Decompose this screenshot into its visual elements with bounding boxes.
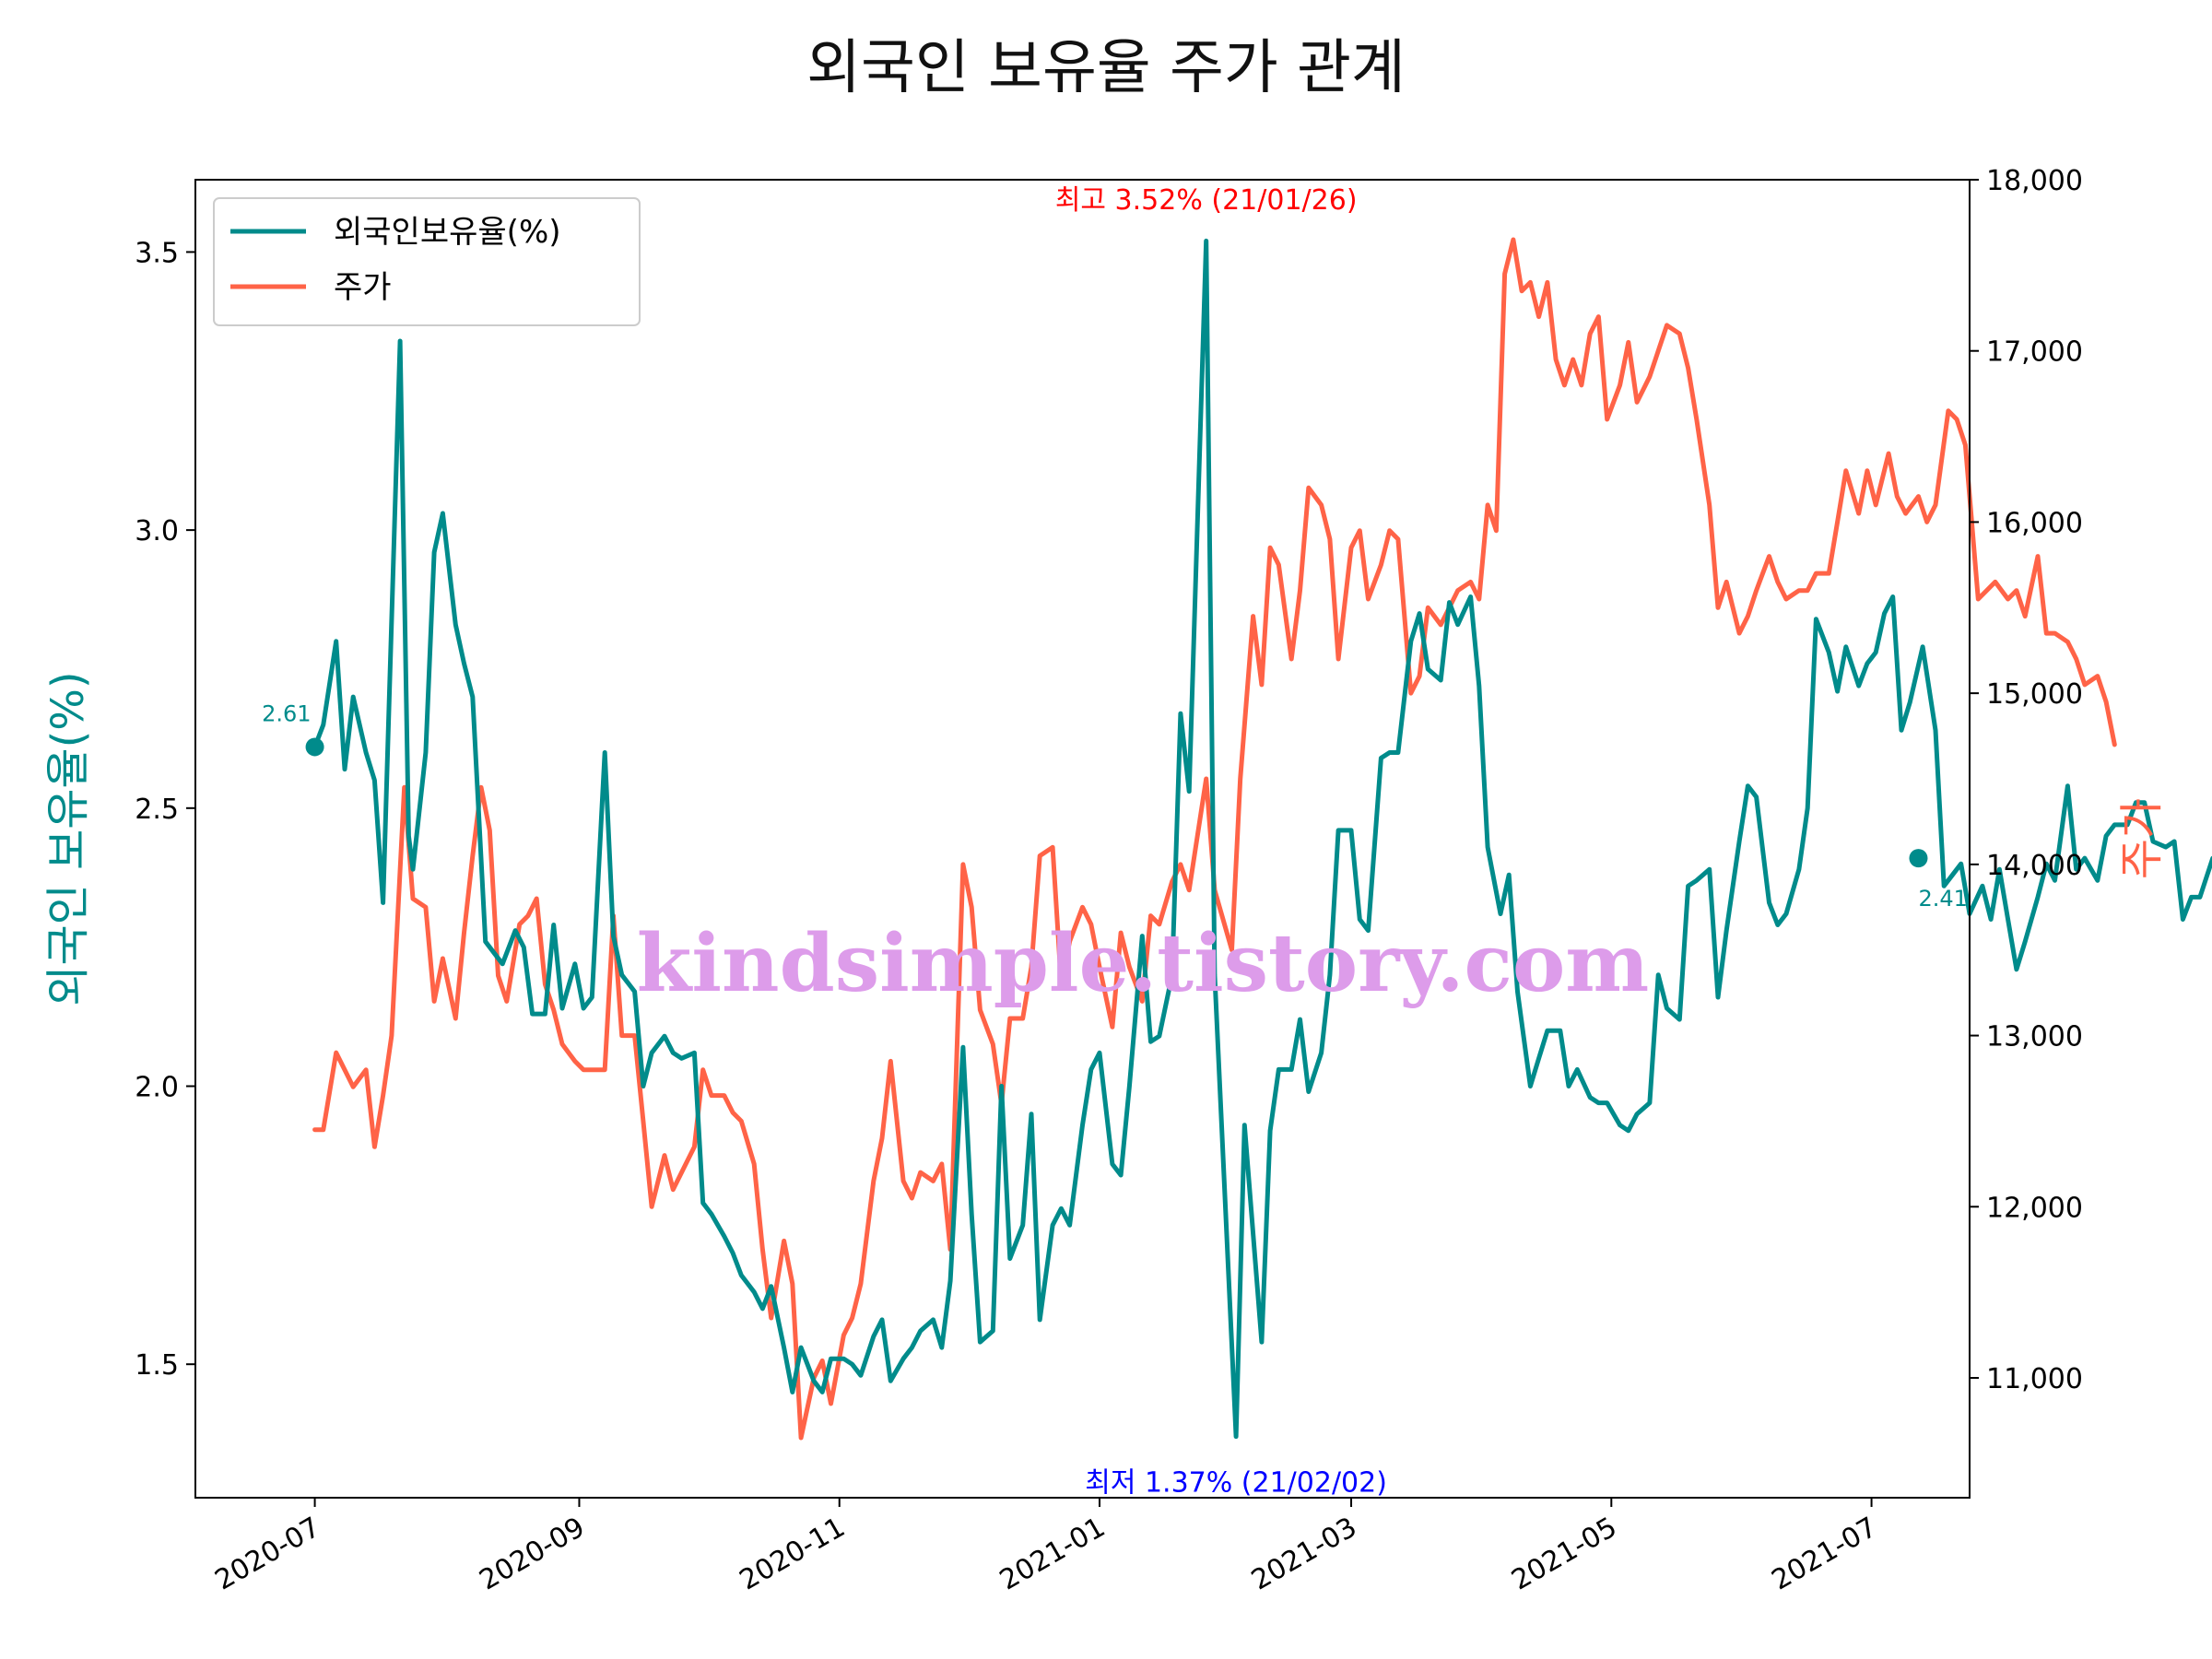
y-right-tick-label: 12,000 <box>1986 1192 2083 1224</box>
x-tick-label: 2021-01 <box>994 1512 1111 1597</box>
y-right-tick-label: 16,000 <box>1986 507 2083 539</box>
annotation-layer: 최고 3.52% (21/01/26) 최저 1.37% (21/02/02) 2.… <box>262 184 1968 1500</box>
x-tick-label: 2020-07 <box>210 1512 326 1597</box>
end-value-label: 2.41 <box>1918 886 1967 912</box>
start-value-label: 2.61 <box>262 700 311 726</box>
legend-label-foreign: 외국인보유율(%) <box>334 214 561 251</box>
y-left-tick-label: 1.5 <box>135 1349 179 1382</box>
start-point-marker <box>305 737 324 757</box>
x-tick-label: 2021-07 <box>1767 1512 1883 1597</box>
end-point-marker <box>1909 849 1928 868</box>
chart-title: 외국인 보유율 주가 관계 <box>806 34 1406 102</box>
y-axis-left-label: 외국인 보유율(%) <box>42 671 94 1006</box>
max-annotation: 최고 3.52% (21/01/26) <box>1055 184 1358 217</box>
legend: 외국인보유율(%) 주가 <box>213 197 641 326</box>
y-right-tick-label: 17,000 <box>1986 336 2083 369</box>
y-right-tick-label: 11,000 <box>1986 1363 2083 1395</box>
y-right-tick-label: 18,000 <box>1986 165 2083 197</box>
series-layer <box>312 237 2212 1441</box>
min-annotation: 최저 1.37% (21/02/02) <box>1085 1467 1387 1500</box>
ticks-layer: 2020-07 2020-09 2020-11 2021-01 2021-03 2021-… <box>135 165 2083 1597</box>
watermark-text: kindsimple.tistory.com <box>637 917 1649 1010</box>
legend-box <box>213 197 641 326</box>
x-tick-label: 2020-11 <box>735 1512 851 1597</box>
y-axis-right-label: 주가 <box>2116 798 2168 879</box>
y-left-tick-label: 3.5 <box>135 237 179 269</box>
y-left-tick-label: 3.0 <box>135 515 179 547</box>
y-left-tick-label: 2.5 <box>135 794 179 826</box>
series-line-price <box>312 237 2117 1441</box>
series-line-foreign-ratio <box>312 238 2212 1440</box>
plot-frame <box>194 179 1971 1499</box>
y-right-tick-label: 14,000 <box>1986 850 2083 882</box>
y-right-tick-label: 13,000 <box>1986 1021 2083 1053</box>
y-right-tick-label: 15,000 <box>1986 678 2083 711</box>
y-left-tick-label: 2.0 <box>135 1072 179 1104</box>
legend-label-price: 주가 <box>334 269 392 306</box>
x-tick-label: 2021-03 <box>1246 1512 1362 1597</box>
x-tick-label: 2021-05 <box>1506 1512 1622 1597</box>
x-tick-label: 2020-09 <box>474 1512 590 1597</box>
